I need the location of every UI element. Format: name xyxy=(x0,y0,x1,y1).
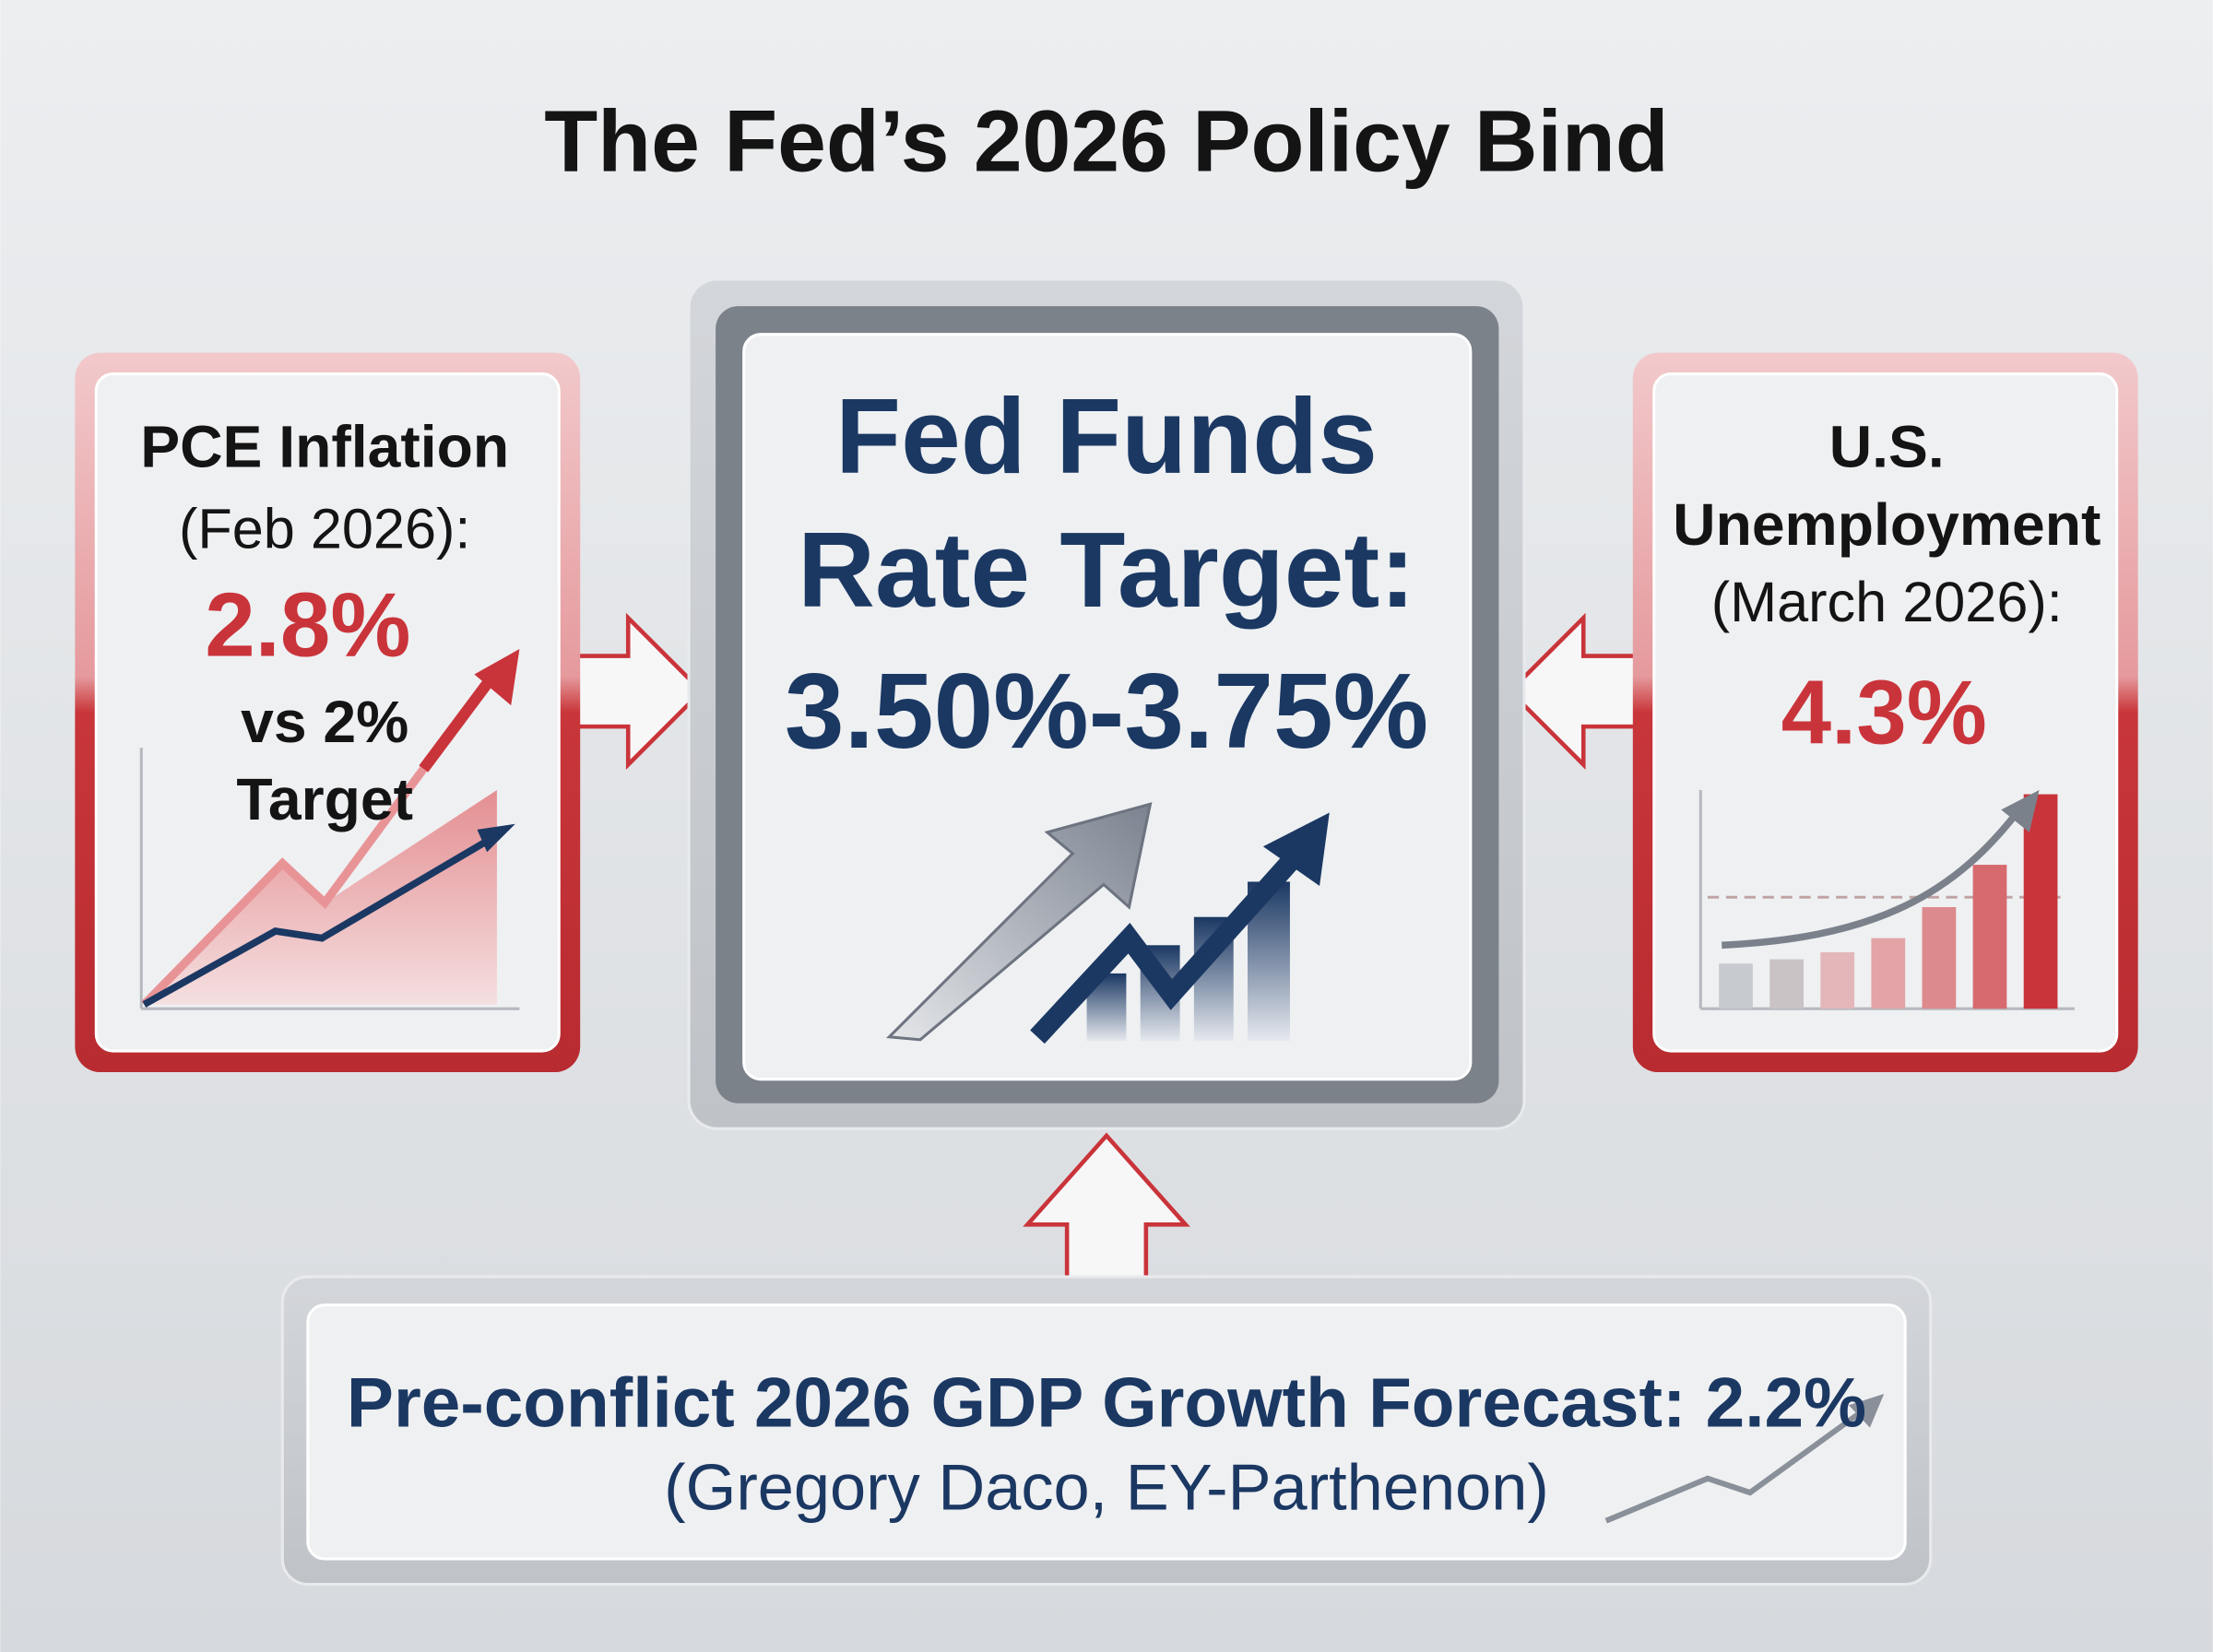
deco-bar xyxy=(1719,963,1753,1009)
panel-text: (March 2026): xyxy=(1711,571,2063,633)
panel-text: Fed Funds xyxy=(835,376,1378,496)
deco-line xyxy=(1030,854,1299,1044)
deco-line xyxy=(1604,1408,1865,1524)
panel-text: vs 2% xyxy=(241,689,408,755)
area xyxy=(144,789,497,1005)
trend-line xyxy=(142,832,499,1008)
panel-text: Pre-conflict 2026 GDP Growth Forecast: 2… xyxy=(347,1363,1866,1442)
deco-arrow xyxy=(885,802,1153,1042)
panel-text: U.S. xyxy=(1829,414,1945,480)
panel-value: 2.8% xyxy=(205,573,410,675)
bottom-panel: Pre-conflict 2026 GDP Growth Forecast: 2… xyxy=(280,1275,1933,1587)
arrow-left xyxy=(1507,612,1639,770)
arrow-head xyxy=(474,648,520,706)
panel-text: (Feb 2026): xyxy=(179,498,470,560)
deco-bar xyxy=(1769,959,1804,1009)
panel-text: Rate Target: xyxy=(798,510,1415,630)
deco-bar xyxy=(1871,938,1906,1009)
trend-line xyxy=(419,670,499,773)
panel-text: Unemployment xyxy=(1673,491,2101,558)
left-panel: PCE Inflation (Feb 2026): 2.8% vs 2% Tar… xyxy=(75,352,581,1073)
arrow-head xyxy=(1262,812,1330,887)
deco-bar xyxy=(1972,865,2007,1009)
deco-line xyxy=(1722,808,2021,950)
panel-text: Target xyxy=(236,766,413,832)
panel-body xyxy=(306,1304,1907,1561)
deco-bar xyxy=(1922,906,1957,1009)
title: The Fed’s 2026 Policy Bind xyxy=(544,93,1669,191)
trend-line xyxy=(141,766,428,1008)
panel-text: PCE Inflation xyxy=(140,414,509,480)
panel-value: 4.3% xyxy=(1781,661,1987,762)
arrow-head xyxy=(1848,1393,1885,1428)
right-panel: U.S. Unemployment (March 2026): 4.3% xyxy=(1632,352,2138,1073)
arrow-head xyxy=(2001,789,2040,832)
panel-value: 3.50%-3.75% xyxy=(785,651,1428,771)
arrow-head xyxy=(477,823,515,853)
center-panel: Fed Funds Rate Target: 3.50%-3.75% xyxy=(687,277,1526,1130)
deco-bar xyxy=(1820,951,1855,1009)
panel-text: (Gregory Daco, EY-Parthenon) xyxy=(664,1451,1549,1524)
